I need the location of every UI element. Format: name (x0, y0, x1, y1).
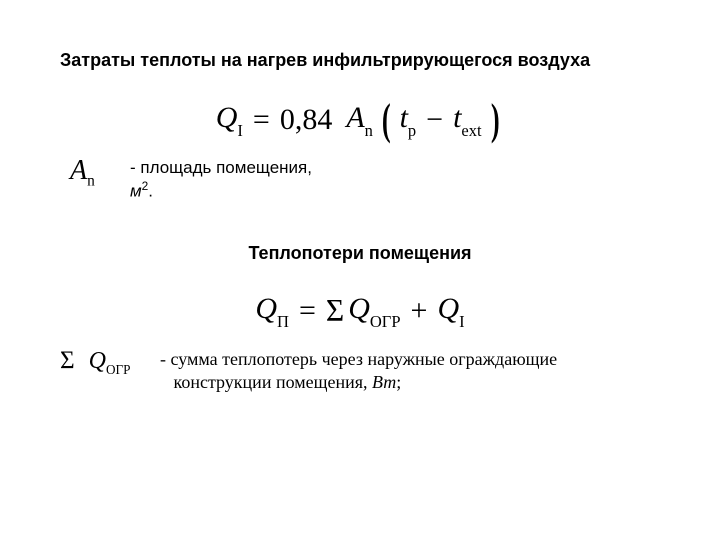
formula1-row: QI = 0,84 An ( tp − text ) (60, 101, 660, 139)
def1-symbol: An (60, 157, 130, 189)
formula2-row: QП = Σ QОГР + QI (60, 292, 660, 330)
section2-title: Теплопотери помещения (60, 243, 660, 264)
def2-symbol: Σ QОГР (60, 348, 160, 376)
def1-text: - площадь помещения, м2. (130, 157, 312, 203)
section1-title: Затраты теплоты на нагрев инфильтрирующе… (60, 50, 660, 71)
def2-text: - сумма теплопотерь через наружные ограж… (160, 348, 557, 395)
def2-row: Σ QОГР - сумма теплопотерь через наружны… (60, 348, 660, 395)
formula2: QП = Σ QОГР + QI (255, 292, 464, 330)
def1-row: An - площадь помещения, м2. (60, 157, 660, 203)
formula1: QI = 0,84 An ( tp − text ) (216, 101, 505, 139)
